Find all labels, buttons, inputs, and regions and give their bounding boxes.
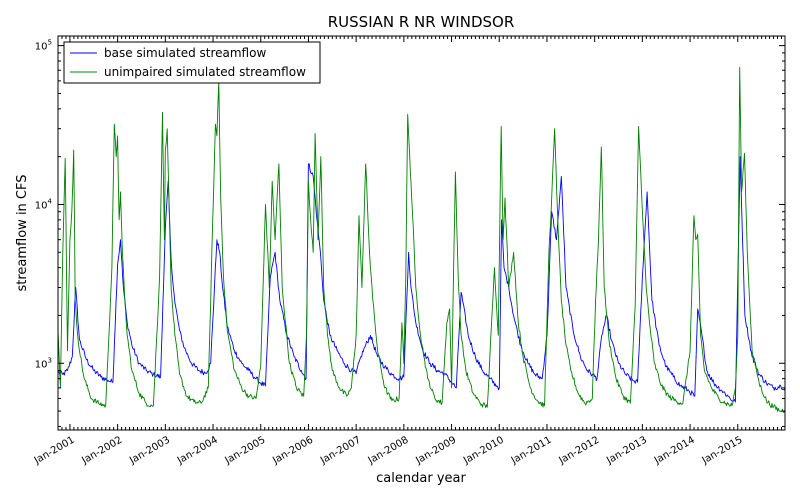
y-tick-label: 103 (35, 356, 52, 370)
legend-label-unimpaired: unimpaired simulated streamflow (104, 65, 306, 79)
y-tick-exponent: 4 (48, 197, 53, 205)
series-layer (58, 66, 785, 413)
legend: base simulated streamflow unimpaired sim… (63, 41, 321, 84)
y-tick-base: 10 (35, 359, 48, 370)
y-tick-label: 104 (35, 197, 53, 211)
series-line-base (58, 156, 785, 403)
y-axis-label: streamflow in CFS (15, 174, 30, 291)
y-tick-exponent: 5 (48, 39, 52, 47)
y-tick-base: 10 (35, 42, 48, 53)
legend-box (63, 41, 321, 84)
y-tick-exponent: 3 (48, 356, 52, 364)
chart-title: RUSSIAN R NR WINDSOR (328, 13, 515, 31)
x-axis-label: calendar year (376, 471, 466, 486)
legend-label-base: base simulated streamflow (104, 46, 266, 60)
plot-frame (57, 35, 786, 431)
series-line-unimpaired (58, 66, 785, 413)
y-tick-label: 105 (35, 39, 52, 53)
y-tick-base: 10 (35, 200, 48, 211)
